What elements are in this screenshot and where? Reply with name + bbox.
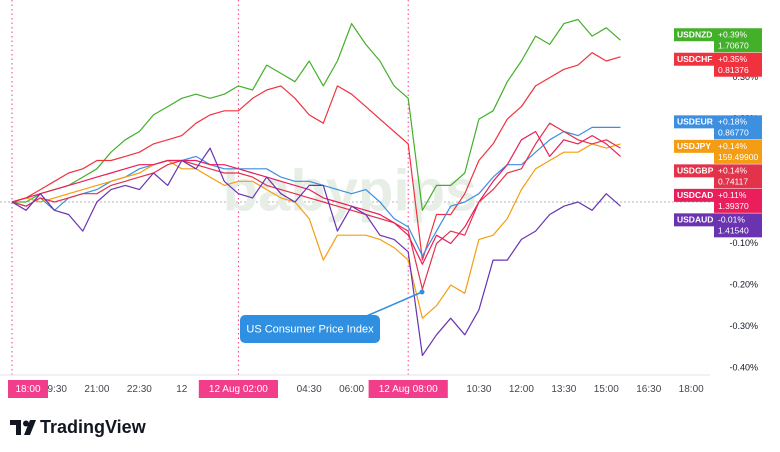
legend-name: USDAUD (677, 215, 713, 225)
legend-value-box (714, 164, 762, 189)
series-line (11, 52, 621, 261)
watermark: babypips (223, 158, 478, 223)
legend-name-box (674, 115, 714, 129)
y-tick-label: -0.30% (729, 321, 758, 331)
legend-name: USDCHF (677, 54, 712, 64)
axis-layer: -0.40%-0.30%-0.20%-0.10%0.00%0.10%0.20%0… (0, 72, 758, 398)
y-tick-label: -0.40% (729, 362, 758, 372)
x-tick-label: 04:30 (297, 384, 322, 395)
event-label-box (368, 380, 448, 398)
annotation-arrow (361, 291, 423, 319)
legend-name: USDGBP (677, 166, 714, 176)
x-tick-label: 10:30 (466, 384, 491, 395)
series-line (11, 122, 621, 290)
legend-name-box (674, 164, 714, 178)
legend-entry: USDEUR +0.18%0.86770 (674, 115, 762, 140)
legend-change: +0.18% (718, 117, 748, 127)
y-tick-label: -0.20% (729, 279, 758, 289)
legend-change: +0.14% (718, 166, 748, 176)
event-label-box (198, 380, 278, 398)
legend-name-box (674, 139, 714, 153)
legend-entry: USDAUD -0.01%1.41540 (674, 213, 762, 238)
x-tick-label: 19:30 (42, 384, 67, 395)
brand-name: TradingView (40, 417, 147, 437)
legend-entry: USDGBP +0.14%0.74117 (674, 164, 762, 189)
legend-value-box (714, 28, 762, 53)
y-tick-label: -0.10% (729, 238, 758, 248)
series-line (12, 18, 621, 211)
annotation-text: US Consumer Price Index (246, 323, 374, 335)
x-tick-label: 12:00 (509, 384, 534, 395)
x-tick-label: 21:00 (84, 384, 109, 395)
series-line (11, 143, 621, 319)
legend-price: 0.81376 (718, 65, 749, 75)
legend-value-box (714, 52, 762, 77)
legend-value-box (714, 213, 762, 238)
x-tick-label: 18:00 (679, 384, 704, 395)
legend-entry: USDCHF +0.35%0.81376 (674, 52, 762, 77)
x-tick-label: 12 Aug 02:00 (209, 384, 268, 395)
x-tick-label: 16:30 (636, 384, 661, 395)
series-line (11, 147, 621, 357)
legend-entry: USDJPY +0.14%159.49900 (674, 139, 762, 164)
legend-value-box (714, 139, 762, 164)
legend-change: +0.35% (718, 54, 748, 64)
legend-price: 0.74117 (718, 177, 748, 187)
event-label-box (8, 380, 48, 398)
legend-name-box (674, 52, 714, 66)
y-tick-label: 0.30% (732, 72, 758, 82)
branding: TradingView (10, 417, 147, 437)
x-tick-label: 12 (176, 384, 188, 395)
lines-layer (11, 18, 621, 357)
legend-value-box (714, 115, 762, 140)
legend-name: USDEUR (677, 117, 713, 127)
annotation-point (419, 289, 425, 295)
legend-price: 1.41540 (718, 226, 749, 236)
series-line (11, 130, 621, 265)
annotation-callout: US Consumer Price Index (240, 289, 425, 343)
legend-price: 1.39370 (718, 201, 749, 211)
legend-name-box (674, 188, 714, 202)
x-tick-label: 15:00 (594, 384, 619, 395)
legend-entry: USDNZD +0.39%1.70670 (674, 28, 762, 53)
legend-name: USDNZD (677, 29, 712, 39)
logo-icon (10, 420, 36, 435)
legend-change: +0.39% (718, 29, 748, 39)
legend-entry: USDCAD +0.11%1.39370 (674, 188, 762, 213)
logo-dot (23, 420, 29, 427)
legend-change: +0.14% (718, 141, 748, 151)
x-tick-label: 22:30 (127, 384, 152, 395)
legend-price: 1.70670 (718, 40, 749, 50)
annotation-box (240, 315, 380, 343)
x-tick-label: 06:00 (339, 384, 364, 395)
legend-name-box (674, 213, 714, 227)
x-tick-label: 18:00 (15, 384, 40, 395)
legend-change: -0.01% (718, 215, 745, 225)
legend-change: +0.11% (718, 190, 747, 200)
legend-name-box (674, 28, 714, 42)
legend-price: 0.86770 (718, 128, 749, 138)
legend-price: 159.49900 (718, 152, 758, 162)
legend-value-box (714, 188, 762, 213)
x-tick-label: 12 Aug 08:00 (379, 384, 438, 395)
legend-name: USDCAD (677, 190, 713, 200)
legend-name: USDJPY (677, 141, 711, 151)
x-tick-label: 13:30 (551, 384, 576, 395)
